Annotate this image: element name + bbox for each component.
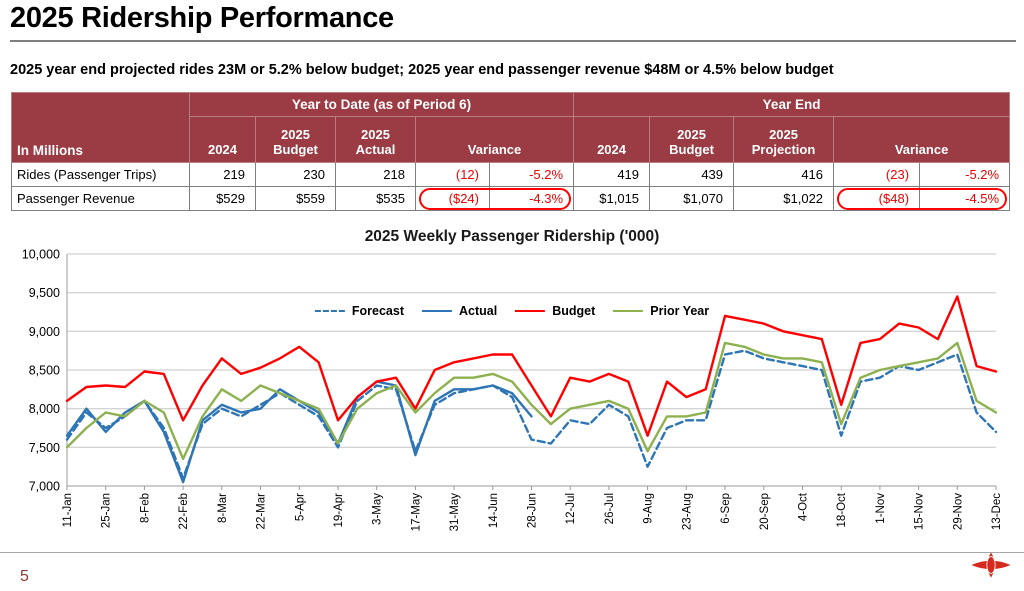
group-header-ytd: Year to Date (as of Period 6) — [188, 92, 575, 117]
legend-label-forecast: Forecast — [351, 304, 404, 318]
variance-cell: -4.3% — [488, 186, 575, 211]
x-tick-label: 13-Dec — [991, 493, 1003, 530]
variance-cell-circled: ($24) — [415, 186, 571, 211]
cell: 230 — [255, 162, 336, 187]
ttc-logo-graphic — [971, 552, 1011, 578]
y-tick-label: 10,000 — [22, 248, 60, 262]
table-column-header-row: 2024 2025 Budget 2025 Actual Variance 20… — [12, 116, 1011, 163]
cell: $559 — [255, 186, 336, 211]
variance-cell: -5.2% — [919, 162, 1011, 187]
page-title: 2025 Ridership Performance — [10, 2, 1016, 42]
subtitle: 2025 year end projected rides 23M or 5.2… — [10, 62, 834, 78]
performance-table: In Millions Year to Date (as of Period 6… — [11, 92, 1011, 211]
variance-value: ($24) — [448, 191, 479, 206]
y-tick-label: 8,000 — [29, 402, 60, 416]
x-tick-label: 5-Apr — [294, 493, 306, 521]
col-header-ytd-2024: 2024 — [189, 116, 256, 163]
y-tick-label: 8,500 — [29, 364, 60, 378]
x-tick-label: 23-Aug — [681, 493, 693, 530]
table-row-revenue: Passenger Revenue $529 $559 $535 ($24) -… — [11, 186, 1011, 211]
cell: $1,015 — [573, 186, 651, 211]
col-header-ye-budget: 2025 Budget — [649, 116, 735, 163]
footer-divider — [0, 552, 1024, 553]
x-tick-label: 12-Jul — [565, 493, 577, 524]
x-tick-label: 3-May — [372, 493, 384, 525]
variance-cell: (12) — [415, 162, 490, 187]
x-tick-label: 15-Nov — [914, 493, 926, 530]
col-header-ye-2024: 2024 — [573, 116, 651, 163]
y-tick-label: 9,000 — [29, 325, 60, 339]
cell: $1,022 — [733, 186, 835, 211]
legend-swatch-prior-year — [613, 310, 644, 312]
col-header-ye-projection: 2025 Projection — [733, 116, 835, 163]
legend-label-prior-year: Prior Year — [650, 304, 710, 318]
x-tick-label: 25-Jan — [101, 493, 113, 528]
x-tick-label: 19-Apr — [333, 493, 345, 528]
cell: $1,070 — [649, 186, 735, 211]
x-tick-label: 22-Mar — [256, 493, 268, 530]
x-tick-label: 31-May — [449, 493, 461, 532]
ttc-logo — [970, 550, 1012, 585]
x-tick-label: 4-Oct — [798, 492, 810, 521]
legend-label-actual: Actual — [459, 304, 498, 318]
cell: $529 — [189, 186, 256, 211]
y-tick-label: 7,500 — [29, 441, 60, 455]
legend-item-actual: Actual — [422, 304, 497, 318]
x-tick-label: 18-Oct — [836, 492, 848, 527]
variance-value: ($48) — [878, 191, 910, 206]
x-tick-label: 17-May — [410, 493, 422, 532]
cell: 419 — [573, 162, 651, 187]
chart-title: 2025 Weekly Passenger Ridership ('000) — [364, 228, 660, 245]
x-tick-label: 6-Sep — [720, 493, 732, 524]
series-line-actual — [65, 380, 533, 484]
group-header-yearend: Year End — [573, 92, 1011, 117]
variance-cell: (23) — [833, 162, 921, 187]
corner-header: In Millions — [11, 92, 190, 163]
x-tick-label: 9-Aug — [643, 493, 655, 524]
row-label: Rides (Passenger Trips) — [11, 162, 190, 187]
cell: 219 — [189, 162, 256, 187]
x-tick-label: 22-Feb — [178, 493, 190, 529]
x-tick-label: 20-Sep — [759, 493, 771, 530]
x-tick-label: 11-Jan — [62, 493, 74, 527]
col-header-ytd-variance: Variance — [414, 116, 575, 163]
x-tick-label: 29-Nov — [952, 493, 964, 530]
table-row-rides: Rides (Passenger Trips) 219 230 218 (12)… — [11, 162, 1011, 187]
y-tick-label: 9,500 — [29, 286, 60, 300]
row-label: Passenger Revenue — [11, 186, 190, 211]
x-tick-label: 14-Jun — [488, 493, 500, 528]
variance-cell: -5.2% — [488, 162, 575, 187]
legend-item-forecast: Forecast — [314, 304, 404, 318]
page-number: 5 — [20, 568, 29, 585]
x-tick-label: 1-Nov — [875, 493, 887, 524]
legend-swatch-forecast — [314, 310, 345, 312]
legend-swatch-actual — [422, 310, 452, 312]
chart-legend: Forecast Actual Budget Prior Year — [304, 302, 720, 320]
series-line-forecast — [65, 349, 998, 480]
variance-cell-circled: ($48) — [833, 186, 1008, 211]
series-line-prior-year — [65, 341, 998, 461]
table-group-header-row: In Millions Year to Date (as of Period 6… — [11, 92, 1011, 163]
x-tick-label: 8-Feb — [139, 493, 151, 523]
x-tick-label: 28-Jun — [527, 493, 539, 528]
legend-item-budget: Budget — [515, 304, 595, 318]
x-tick-label: 26-Jul — [604, 493, 616, 524]
variance-cell: -4.5% — [919, 186, 1011, 211]
series-line-budget — [65, 295, 998, 437]
cell: 439 — [649, 162, 735, 187]
col-header-ytd-actual: 2025 Actual — [335, 116, 416, 163]
legend-swatch-budget — [515, 310, 546, 312]
cell: 218 — [335, 162, 416, 187]
x-tick-label: 8-Mar — [217, 493, 229, 523]
col-header-ye-variance: Variance — [833, 116, 1011, 163]
legend-item-prior-year: Prior Year — [613, 304, 709, 318]
cell: $535 — [335, 186, 416, 211]
chart-plot-area: 7,000 7,500 8,000 8,500 9,000 9,500 10,000 11-J… — [22, 248, 1003, 532]
weekly-ridership-chart: 2025 Weekly Passenger Ridership ('000) 7… — [12, 222, 1012, 552]
y-tick-label: 7,000 — [29, 480, 60, 494]
cell: 416 — [733, 162, 835, 187]
col-header-ytd-budget: 2025 Budget — [255, 116, 336, 163]
legend-label-budget: Budget — [552, 304, 596, 318]
